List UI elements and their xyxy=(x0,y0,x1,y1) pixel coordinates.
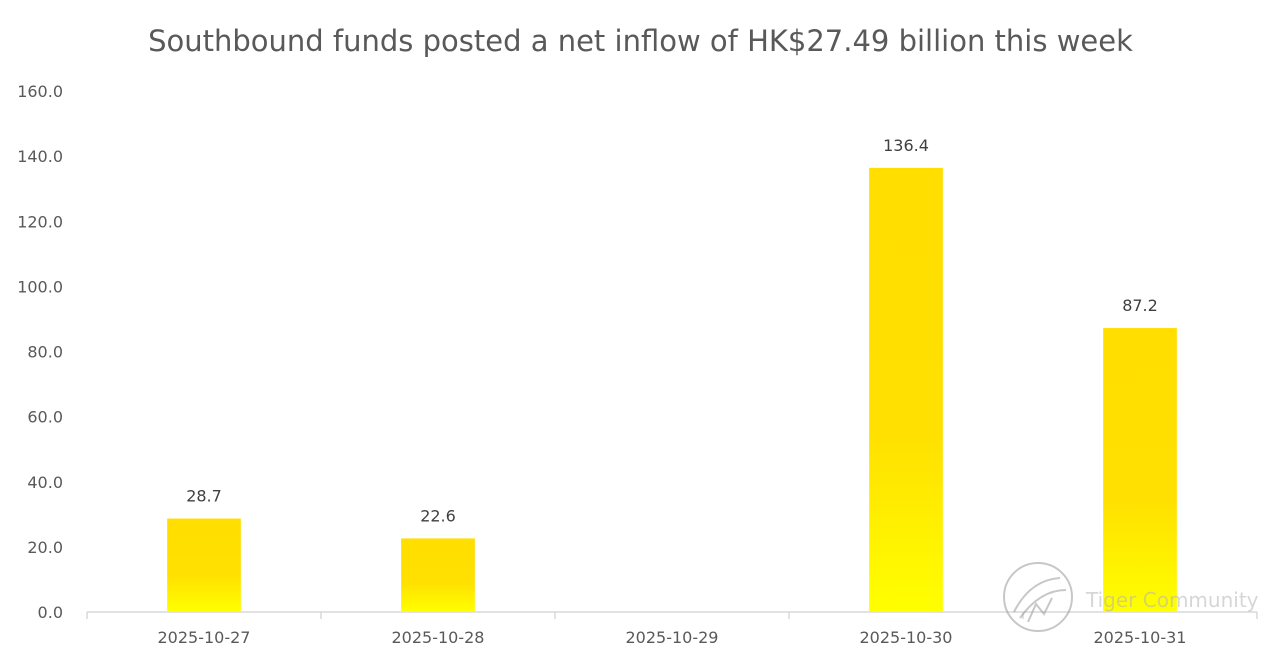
y-tick-label: 140.0 xyxy=(17,147,63,166)
tiger-community-watermark: Tiger Community xyxy=(1000,560,1260,634)
x-tick-label: 2025-10-30 xyxy=(860,628,953,647)
bar xyxy=(869,167,943,612)
data-label: 87.2 xyxy=(1122,296,1158,315)
bar xyxy=(167,518,241,612)
y-tick-label: 100.0 xyxy=(17,277,63,296)
bar xyxy=(401,538,475,612)
y-tick-label: 80.0 xyxy=(27,343,63,362)
x-tick-label: 2025-10-29 xyxy=(626,628,719,647)
y-tick-label: 40.0 xyxy=(27,473,63,492)
watermark-text: Tiger Community xyxy=(1086,588,1259,612)
x-tick-label: 2025-10-28 xyxy=(392,628,485,647)
x-tick-label: 2025-10-27 xyxy=(158,628,251,647)
y-tick-label: 20.0 xyxy=(27,538,63,557)
y-tick-label: 0.0 xyxy=(38,603,63,622)
y-tick-label: 160.0 xyxy=(17,82,63,101)
bar xyxy=(1103,328,1177,612)
x-tick-label: 2025-10-31 xyxy=(1094,628,1187,647)
y-tick-label: 60.0 xyxy=(27,408,63,427)
data-label: 22.6 xyxy=(420,506,456,525)
y-tick-label: 120.0 xyxy=(17,212,63,231)
chart-title: Southbound funds posted a net inflow of … xyxy=(148,24,1133,58)
data-label: 28.7 xyxy=(186,487,222,506)
data-label: 136.4 xyxy=(883,136,929,155)
tiger-logo-icon xyxy=(1003,562,1073,632)
